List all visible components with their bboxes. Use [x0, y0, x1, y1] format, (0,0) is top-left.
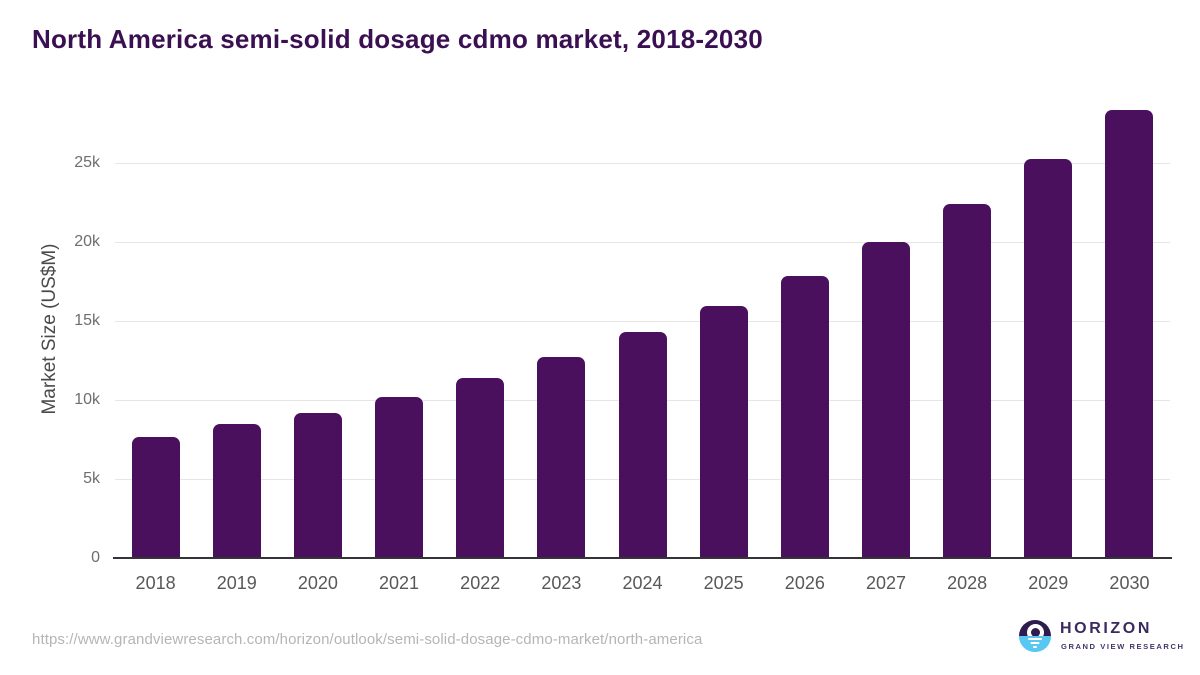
bar-slot-2021: 2021: [358, 100, 439, 593]
x-tick-label-2028: 2028: [947, 573, 988, 593]
bar-2029[interactable]: [1024, 158, 1073, 558]
gridline-25k: [115, 163, 1170, 165]
x-tick-label-2020: 2020: [297, 573, 338, 593]
x-tick-label-2022: 2022: [460, 573, 501, 593]
water-reflection-icon: [1019, 636, 1051, 652]
y-tick-label-25k: 25k: [74, 154, 100, 172]
bar-2024[interactable]: [618, 332, 667, 558]
y-tick-label-0: 0: [91, 549, 100, 566]
x-tick-label-2023: 2023: [541, 573, 582, 593]
gridline-15k: [115, 321, 1170, 323]
bar-slot-2025: 2025: [683, 100, 764, 593]
bar-slot-2027: 2027: [845, 100, 926, 593]
logo-sub-brand-text: GRAND VIEW RESEARCH: [1061, 642, 1185, 651]
x-tick-label-2024: 2024: [622, 573, 663, 593]
x-axis-line: [113, 557, 1172, 559]
bar-2019[interactable]: [212, 423, 261, 558]
x-tick-label-2030: 2030: [1109, 573, 1150, 593]
bar-2022[interactable]: [456, 377, 505, 558]
bar-slot-2028: 2028: [927, 100, 1008, 593]
x-tick-label-2018: 2018: [135, 573, 176, 593]
bar-slot-2020: 2020: [277, 100, 358, 593]
chart-title: North America semi-solid dosage cdmo mar…: [32, 24, 763, 54]
gridline-20k: [115, 242, 1170, 244]
bar-2030[interactable]: [1105, 110, 1154, 558]
bar-2018[interactable]: [131, 437, 180, 558]
bar-2020[interactable]: [293, 412, 342, 558]
bar-slot-2022: 2022: [440, 100, 521, 593]
logo-brand-text: HORIZON: [1060, 620, 1152, 637]
bar-series: 2018 2019 2020 2021 2022 2023 2024 2025 2026 2027…: [115, 100, 1170, 593]
x-tick-label-2021: 2021: [379, 573, 420, 593]
x-tick-label-2019: 2019: [216, 573, 257, 593]
bar-slot-2018: 2018: [115, 100, 196, 593]
bar-2028[interactable]: [943, 203, 992, 558]
bar-2026[interactable]: [780, 275, 829, 558]
horizon-logo: HORIZON GRAND VIEW RESEARCH: [1019, 620, 1183, 656]
source-url: https://www.grandviewresearch.com/horizo…: [32, 631, 703, 648]
bar-2025[interactable]: [699, 305, 748, 558]
bar-slot-2030: 2030: [1089, 100, 1170, 593]
y-tick-label-5k: 5k: [83, 470, 100, 488]
x-tick-label-2026: 2026: [784, 573, 825, 593]
bar-slot-2026: 2026: [764, 100, 845, 593]
y-tick-label-15k: 15k: [74, 312, 100, 330]
y-tick-label-10k: 10k: [74, 391, 100, 409]
plot-area: 0 5k 10k 15k 20k 25k 2018 2019 2020 2021 2022 2023…: [74, 100, 1172, 593]
x-tick-label-2025: 2025: [703, 573, 744, 593]
x-tick-label-2027: 2027: [865, 573, 907, 593]
horizon-logo-icon: [1019, 620, 1051, 652]
x-tick-label-2029: 2029: [1028, 573, 1069, 593]
y-tick-label-20k: 20k: [74, 233, 100, 251]
bar-slot-2023: 2023: [521, 100, 602, 593]
bar-2027[interactable]: [861, 241, 910, 558]
bar-2023[interactable]: [537, 357, 586, 558]
bar-slot-2024: 2024: [602, 100, 683, 593]
bar-2021[interactable]: [375, 396, 424, 558]
bar-slot-2029: 2029: [1008, 100, 1089, 593]
bar-slot-2019: 2019: [196, 100, 277, 593]
